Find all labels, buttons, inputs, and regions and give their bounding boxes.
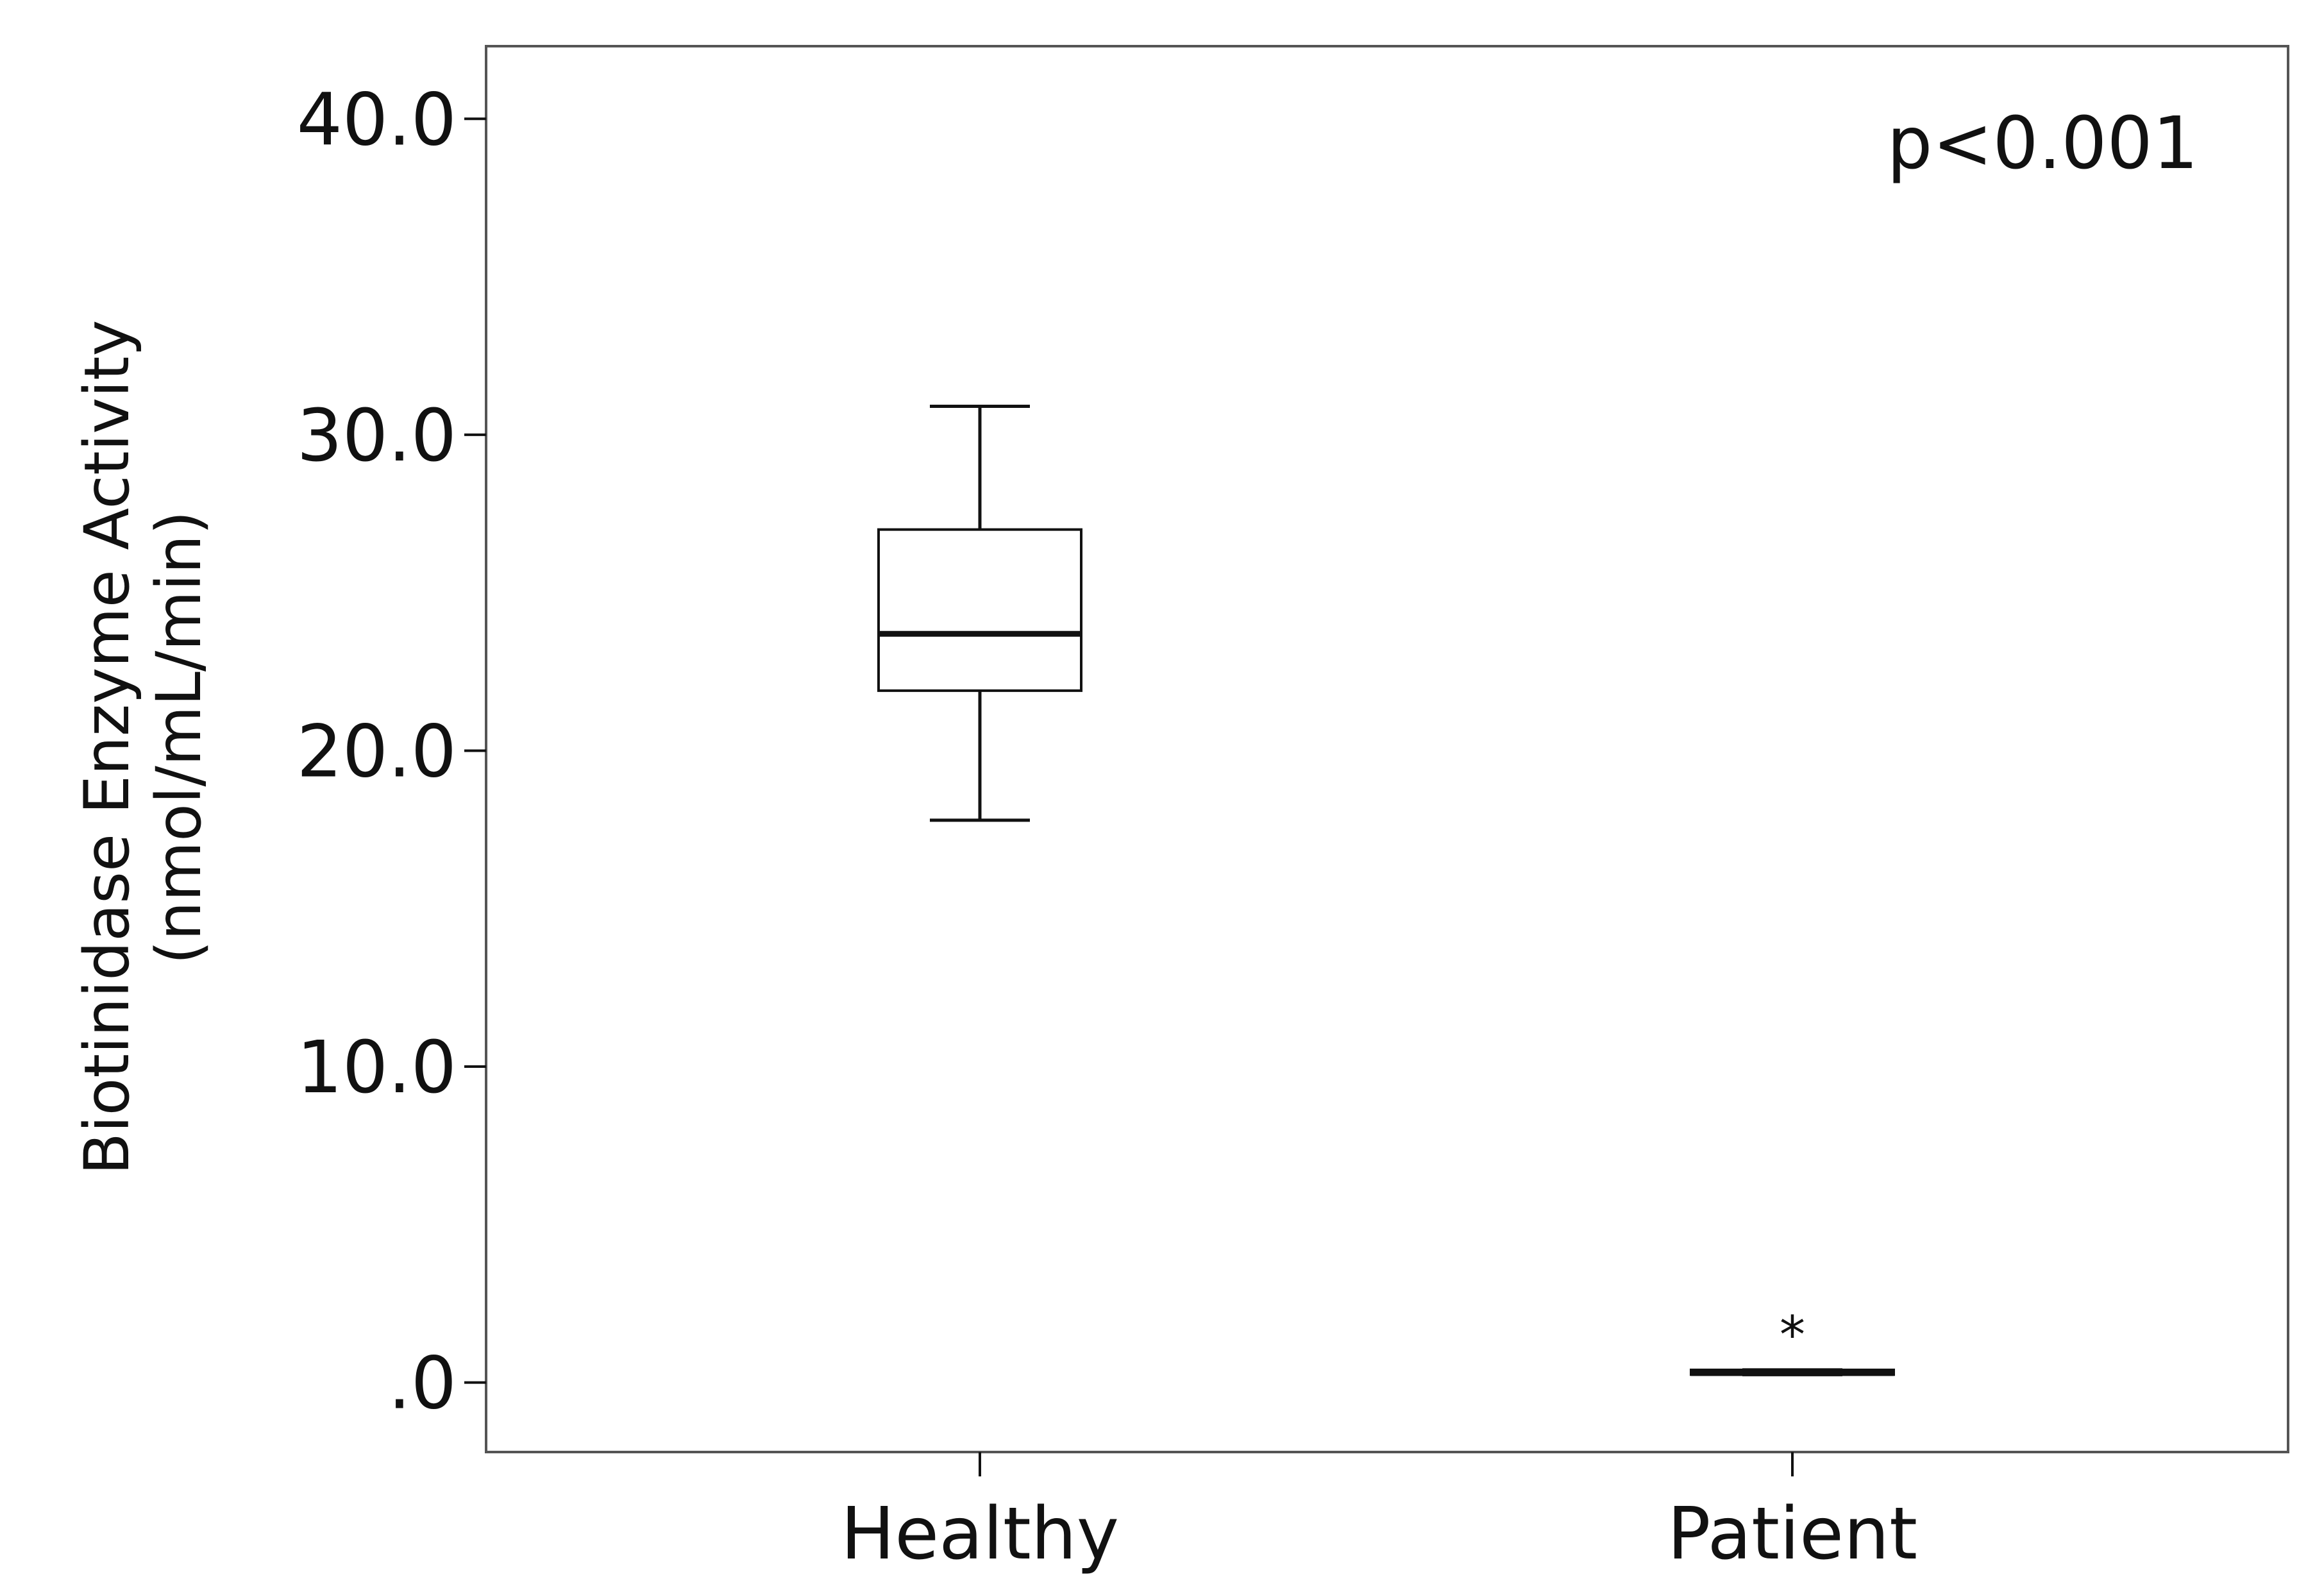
y-axis-title-line-1: Biotinidase Enzyme Activity — [71, 320, 143, 1175]
x-axis: Healthy Patient — [841, 1452, 1917, 1576]
y-tick-label: 40.0 — [297, 78, 457, 162]
plot-frame — [485, 45, 2289, 1453]
y-tick-label: 10.0 — [297, 1026, 457, 1110]
y-tick-label: .0 — [388, 1342, 457, 1426]
p-value-annotation: p<0.001 — [1887, 102, 2198, 185]
y-axis-title: Biotinidase Enzyme Activity (nmol/mL/min… — [71, 300, 215, 1175]
iqr-box — [877, 528, 1082, 692]
y-axis-title-line-2: (nmol/mL/min) — [143, 511, 215, 964]
x-tick-label: Healthy — [841, 1492, 1119, 1576]
x-tick-label: Patient — [1667, 1492, 1917, 1576]
y-tick-label: 20.0 — [297, 710, 457, 793]
box-patient: * — [1690, 1305, 1895, 1376]
y-tick-label: 30.0 — [297, 394, 457, 478]
outlier-marker: * — [1780, 1305, 1805, 1365]
y-axis: .0 10.0 20.0 30.0 40.0 — [297, 78, 486, 1426]
box-healthy — [877, 405, 1082, 822]
boxes-group: * — [877, 405, 1895, 1376]
